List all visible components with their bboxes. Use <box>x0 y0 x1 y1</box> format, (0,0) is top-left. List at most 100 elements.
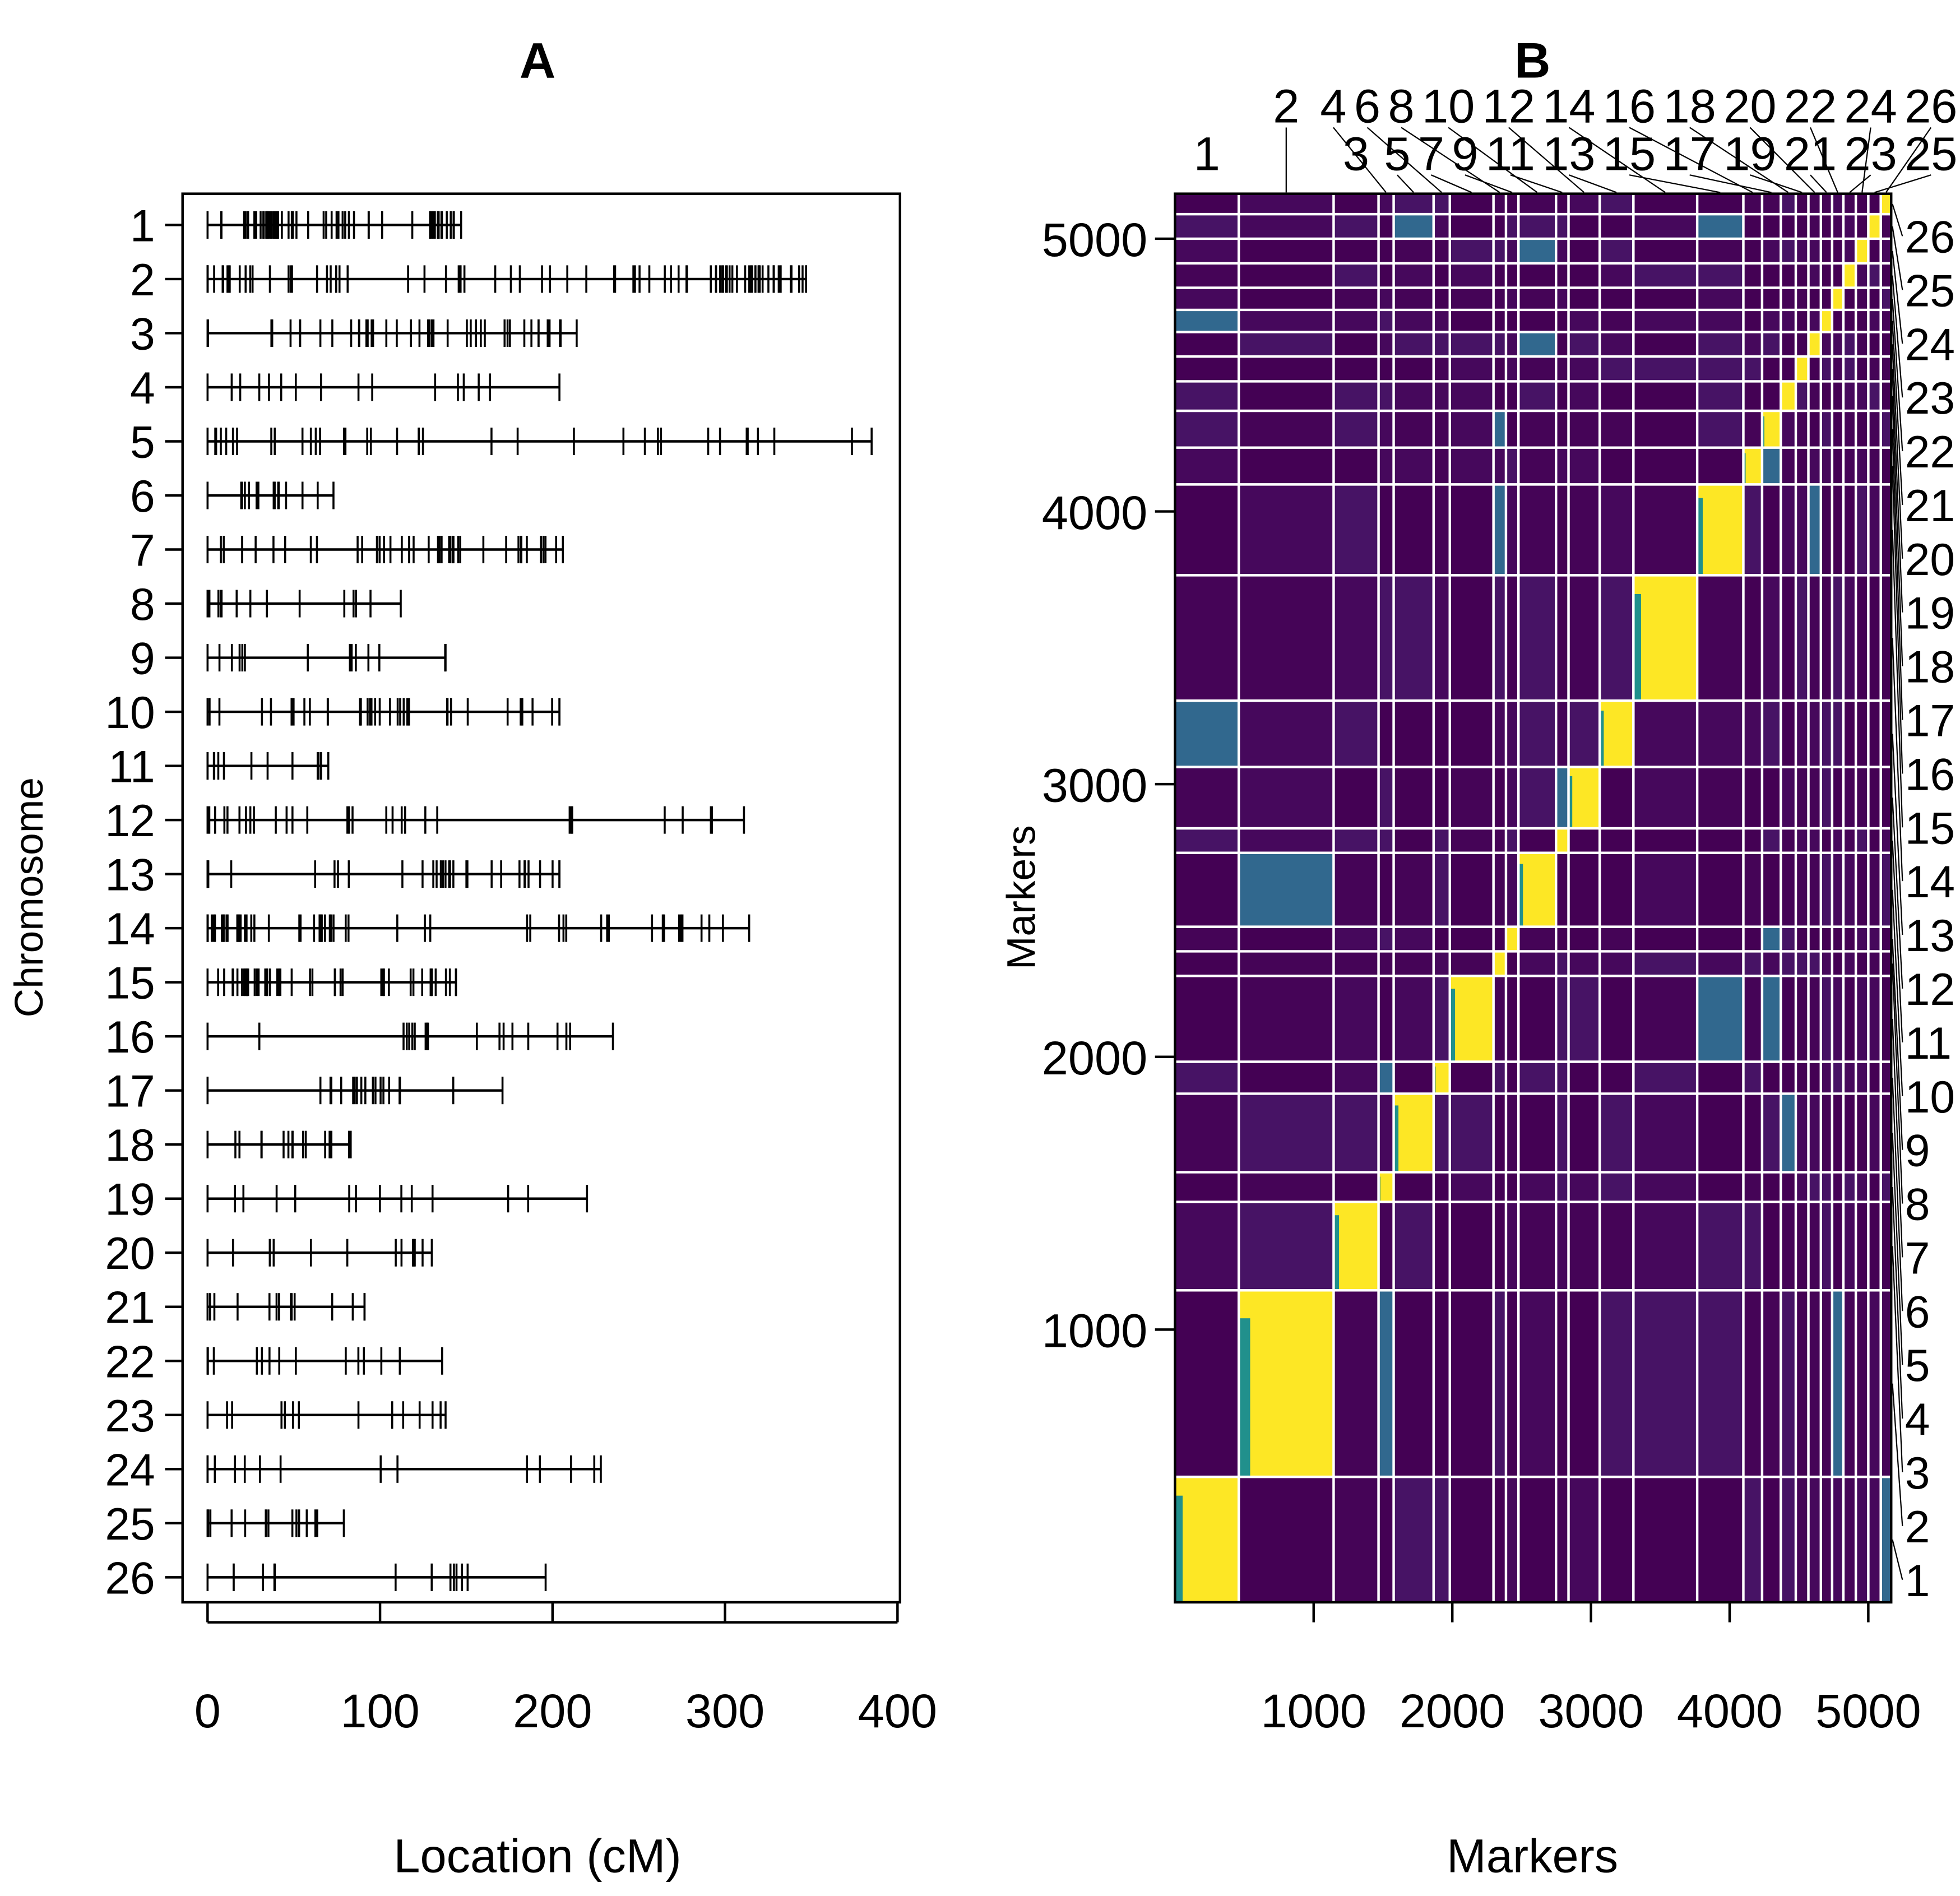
heatmap-cell <box>1856 410 1869 448</box>
heatmap-cell <box>1378 332 1394 357</box>
heatmap-cell <box>1880 767 1892 828</box>
heatmap-cell <box>1781 1477 1796 1602</box>
heatmap-cell <box>1880 484 1892 576</box>
right-label-leader-line <box>1892 1133 1903 1365</box>
heatmap-cell <box>1868 309 1881 332</box>
top-label-leader-line <box>1689 127 1789 193</box>
heatmap-cell <box>1556 1172 1569 1202</box>
heatmap-diagonal-edge <box>1239 1318 1250 1477</box>
heatmap-cell <box>1505 288 1519 310</box>
heatmap-cell <box>1449 214 1494 239</box>
heatmap-cell <box>1505 193 1519 215</box>
right-chromosome-label: 13 <box>1905 911 1955 961</box>
heatmap-cell <box>1239 926 1334 952</box>
heatmap-cell <box>1633 1290 1698 1477</box>
heatmap-cell <box>1880 214 1892 239</box>
heatmap-cell <box>1556 214 1569 239</box>
heatmap-cell <box>1518 1061 1556 1094</box>
heatmap-cell <box>1493 288 1506 310</box>
heatmap-cell <box>1333 1172 1379 1202</box>
heatmap-cell <box>1393 484 1434 576</box>
right-chromosome-label: 18 <box>1905 642 1955 693</box>
heatmap-cell <box>1843 410 1856 448</box>
heatmap-cell <box>1762 1202 1781 1291</box>
chromosome-label: 13 <box>105 850 155 901</box>
heatmap-cell <box>1518 238 1556 263</box>
heatmap-diagonal-block <box>1808 332 1821 357</box>
heatmap-cell <box>1832 214 1843 239</box>
heatmap-cell <box>1880 447 1892 485</box>
heatmap-cell <box>1832 1093 1843 1172</box>
heatmap-cell <box>1378 214 1394 239</box>
heatmap-cell <box>1843 484 1856 576</box>
right-label-leader-line <box>1892 1246 1903 1473</box>
right-chromosome-label: 26 <box>1905 212 1955 262</box>
y-tick-label: 4000 <box>1042 486 1148 539</box>
heatmap-cell <box>1843 309 1856 332</box>
right-label-leader-line <box>1892 275 1903 398</box>
heatmap-cell <box>1808 828 1821 853</box>
heatmap-cell <box>1393 309 1434 332</box>
heatmap-cell <box>1856 263 1869 288</box>
heatmap-cell <box>1600 1290 1634 1477</box>
heatmap-cell <box>1393 238 1434 263</box>
heatmap-cell <box>1743 410 1762 448</box>
right-label-leader-line <box>1892 530 1903 828</box>
heatmap-diagonal-block <box>1856 238 1869 263</box>
heatmap-diagonal-block <box>1880 193 1892 215</box>
panel-b-ylabel: Markers <box>999 825 1044 970</box>
heatmap-cell <box>1568 332 1600 357</box>
heatmap-cell <box>1505 1202 1519 1291</box>
heatmap-cell <box>1600 214 1634 239</box>
heatmap-cell <box>1433 852 1450 927</box>
heatmap-cell <box>1600 332 1634 357</box>
heatmap-cell <box>1697 1172 1744 1202</box>
heatmap-cell <box>1239 1172 1334 1202</box>
heatmap-cell <box>1697 332 1744 357</box>
heatmap-cell <box>1633 767 1698 828</box>
heatmap-cell <box>1832 976 1843 1062</box>
heatmap-cell <box>1333 193 1379 215</box>
heatmap-cell <box>1697 410 1744 448</box>
x-tick-label: 200 <box>513 1684 592 1737</box>
heatmap-cell <box>1393 701 1434 767</box>
heatmap-cell <box>1568 828 1600 853</box>
heatmap-cell <box>1856 1477 1869 1602</box>
heatmap-cell <box>1556 951 1569 976</box>
heatmap-cell <box>1796 410 1809 448</box>
heatmap-cell <box>1568 193 1600 215</box>
heatmap-diagonal-block <box>1175 1477 1239 1602</box>
heatmap-cells <box>1175 193 1892 1602</box>
right-label-leader-line <box>1892 798 1903 989</box>
heatmap-cell <box>1378 381 1394 411</box>
heatmap-cell <box>1796 828 1809 853</box>
heatmap-cell <box>1781 356 1796 382</box>
right-label-leader-line <box>1892 1383 1903 1526</box>
heatmap-cell <box>1518 214 1556 239</box>
heatmap-cell <box>1433 193 1450 215</box>
right-chromosome-label: 20 <box>1905 535 1955 585</box>
top-chromosome-label: 17 <box>1664 127 1716 180</box>
heatmap-cell <box>1781 238 1796 263</box>
heatmap-cell <box>1600 951 1634 976</box>
heatmap-cell <box>1393 852 1434 927</box>
right-label-leader-line <box>1892 889 1903 1096</box>
heatmap-cell <box>1433 1290 1450 1477</box>
heatmap-cell <box>1743 976 1762 1062</box>
heatmap-cell <box>1796 1093 1809 1172</box>
heatmap-cell <box>1568 381 1600 411</box>
heatmap-cell <box>1832 1172 1843 1202</box>
heatmap-cell <box>1556 926 1569 952</box>
heatmap-cell <box>1505 332 1519 357</box>
heatmap-cell <box>1868 288 1881 310</box>
heatmap-cell <box>1556 1477 1569 1602</box>
heatmap-cell <box>1743 381 1762 411</box>
heatmap-cell <box>1843 356 1856 382</box>
heatmap-cell <box>1633 926 1698 952</box>
heatmap-cell <box>1433 309 1450 332</box>
heatmap-cell <box>1796 852 1809 927</box>
top-label-leader-line <box>1810 174 1827 193</box>
heatmap-cell <box>1868 1202 1881 1291</box>
heatmap-cell <box>1556 852 1569 927</box>
chromosome-label: 10 <box>105 688 155 738</box>
